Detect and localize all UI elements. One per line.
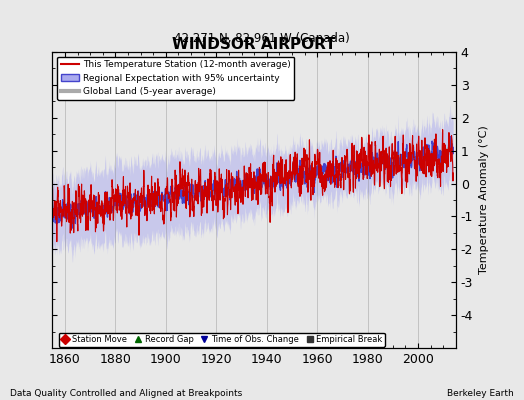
Text: 42.271 N, 82.961 W (Canada): 42.271 N, 82.961 W (Canada) bbox=[174, 32, 350, 45]
Title: WINDSOR AIRPORT: WINDSOR AIRPORT bbox=[172, 37, 336, 52]
Y-axis label: Temperature Anomaly (°C): Temperature Anomaly (°C) bbox=[478, 126, 489, 274]
Legend: Station Move, Record Gap, Time of Obs. Change, Empirical Break: Station Move, Record Gap, Time of Obs. C… bbox=[59, 333, 385, 347]
Text: Data Quality Controlled and Aligned at Breakpoints: Data Quality Controlled and Aligned at B… bbox=[10, 389, 243, 398]
Text: Berkeley Earth: Berkeley Earth bbox=[447, 389, 514, 398]
